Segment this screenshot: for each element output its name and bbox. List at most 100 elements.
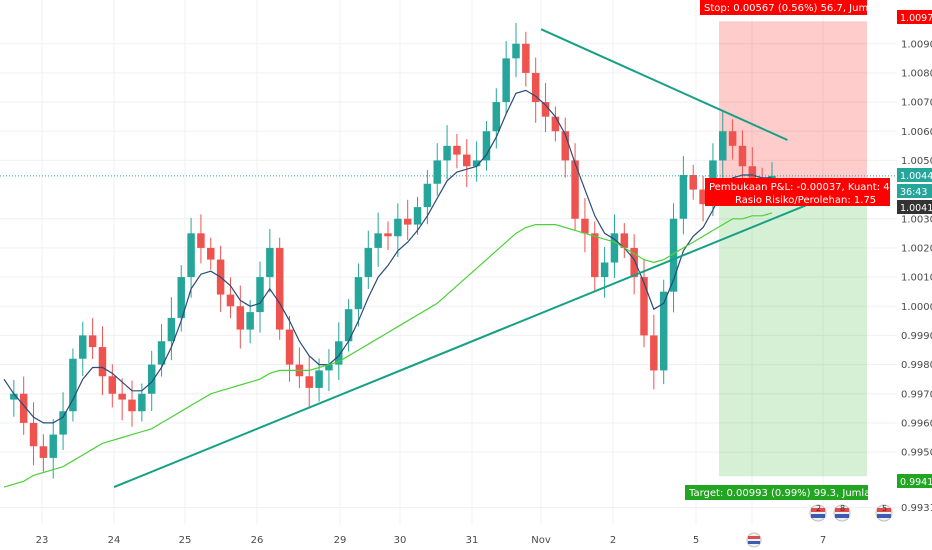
target-price-badge: 0.99417 (897, 474, 932, 488)
candle-body (108, 376, 117, 394)
candle-body (79, 335, 87, 359)
stop-label-box[interactable]: Stop: 0.00567 (0.56%) 56.7, Jumlah: 750 (700, 0, 909, 15)
candle-body (669, 218, 678, 292)
date-tick-label: 23 (36, 535, 49, 546)
date-tick-label: 7 (820, 535, 826, 546)
candle-body (719, 131, 727, 161)
candle-body (522, 43, 530, 73)
candle-body (236, 306, 245, 330)
event-count: 5 (882, 504, 887, 513)
target-price-value: 0.99417 (900, 477, 932, 488)
price-tick-label: 1.00700 (901, 98, 932, 109)
candle-body (531, 72, 540, 103)
moving-average-slow (3, 212, 773, 488)
candle-body (463, 154, 471, 167)
candle-body (433, 160, 441, 184)
price-axis[interactable] (897, 0, 932, 550)
event-count: 8 (840, 504, 845, 513)
price-tick-label: 1.00800 (901, 68, 932, 79)
candle-body (177, 277, 185, 318)
pnl-label: Pembukaan P&L: -0.00037, Kuant: 44091 (709, 182, 915, 193)
lower-trendline (113, 203, 810, 489)
price-tick-label: 0.99800 (901, 360, 932, 371)
candle-body (502, 58, 510, 103)
date-tick-label: 31 (466, 535, 479, 546)
target-label: Target: 0.00993 (0.99%) 99.3, Jumlah: 14… (688, 488, 918, 499)
price-tick-label: 1.00300 (901, 214, 932, 225)
price-tick-label: 0.99310 (901, 503, 932, 514)
position-zones (705, 21, 867, 477)
candle-body (29, 422, 38, 447)
price-tick-label: 1.00500 (901, 156, 932, 167)
candle-body (197, 233, 205, 248)
us-flag-icon (746, 532, 762, 548)
candle-body (600, 262, 609, 278)
candle-body (10, 393, 18, 400)
candle-body (138, 393, 146, 412)
candle-body (19, 393, 28, 423)
trendlines[interactable] (113, 28, 810, 489)
candle-body (659, 291, 668, 371)
date-tick-label: Nov (531, 535, 551, 546)
candle-body (620, 233, 629, 248)
current-price-badge: 1.00447 (897, 168, 932, 182)
price-tick-label: 1.00000 (901, 302, 932, 313)
candle-body (69, 358, 77, 412)
event-flag-1[interactable]: 2 (809, 504, 827, 522)
countdown-badge: 36:43 (897, 184, 932, 198)
moving-average-fast (3, 89, 772, 424)
candle-body (305, 376, 313, 388)
price-tick-label: 0.99600 (901, 418, 932, 429)
candle-body (748, 166, 757, 178)
candle-body (266, 247, 274, 278)
candle-body (335, 341, 343, 365)
candle-body (472, 160, 481, 167)
date-tick-label: 24 (108, 535, 121, 546)
candle-body (354, 277, 363, 310)
stop-label: Stop: 0.00567 (0.56%) 56.7, Jumlah: 750 (704, 3, 909, 14)
price-tick-label: 1.00100 (901, 273, 932, 284)
candle-body (246, 312, 254, 330)
date-tick-label: 2 (610, 535, 616, 546)
target-zone (719, 186, 867, 477)
candle-body (256, 277, 264, 313)
event-flag-2[interactable]: 8 (833, 504, 851, 522)
price-tick-label: 1.00900 (901, 39, 932, 50)
target-label-box[interactable]: Target: 0.00993 (0.99%) 99.3, Jumlah: 14… (685, 485, 918, 500)
price-tick-label: 1.00200 (901, 243, 932, 254)
candle-body (285, 329, 294, 365)
price-axis-ticks: 1.00900 1.00800 1.00700 1.00600 1.00500 1.003… (901, 39, 932, 514)
moving-averages (3, 89, 773, 488)
candle-body (275, 247, 284, 330)
time-axis-ticks: 23242526293031Nov2567 (36, 535, 827, 546)
candle-body (88, 335, 97, 348)
event-flag-4[interactable]: 5 (875, 504, 893, 522)
candle-body (364, 247, 373, 278)
candle-body (728, 131, 737, 146)
candle-body (640, 277, 648, 336)
stop-price-value: 1.00977 (900, 13, 932, 24)
candle-body (226, 294, 235, 307)
stop-price-badge: 1.00977 (897, 10, 932, 24)
candle-body (413, 207, 422, 225)
candle-body (403, 218, 412, 225)
pnl-box[interactable]: Pembukaan P&L: -0.00037, Kuant: 44091 Ra… (705, 178, 915, 206)
date-tick-label: 29 (334, 535, 347, 546)
candle-body (689, 175, 697, 190)
candle-body (679, 175, 688, 219)
candle-body (738, 145, 747, 167)
candle-body (207, 247, 215, 260)
candle-body (98, 347, 107, 377)
risk-reward-label: Rasio Risiko/Perolehan: 1.75 (735, 195, 876, 206)
candlesticks (10, 23, 776, 479)
candle-body (394, 218, 402, 237)
candle-body (650, 335, 658, 371)
candle-body (453, 145, 461, 155)
candle-body (128, 399, 136, 412)
candle-body (482, 131, 491, 161)
event-flag-3[interactable] (746, 532, 762, 548)
date-tick-label: 5 (693, 535, 699, 546)
candle-body (699, 189, 707, 205)
